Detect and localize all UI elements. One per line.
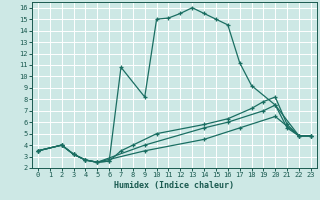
X-axis label: Humidex (Indice chaleur): Humidex (Indice chaleur) xyxy=(115,181,234,190)
